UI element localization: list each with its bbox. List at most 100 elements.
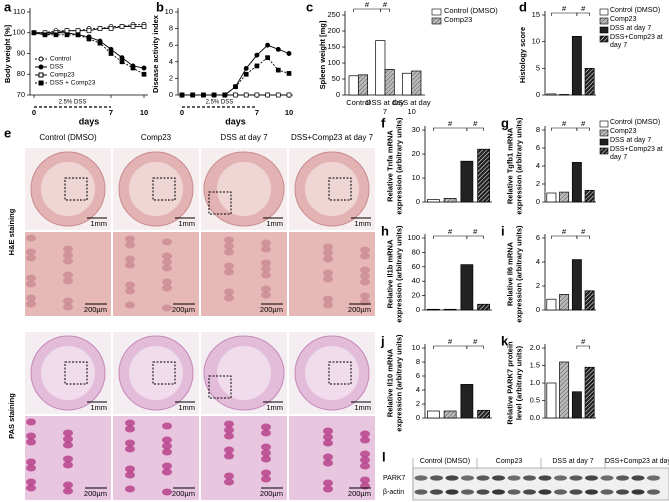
crypt (323, 249, 333, 257)
significance-bracket (551, 235, 578, 239)
crypt (125, 439, 135, 447)
crypt (224, 452, 234, 460)
bar (559, 361, 570, 419)
micrograph: 1mm (25, 148, 111, 230)
scale-label: 1mm (266, 403, 283, 412)
legend-marker (38, 80, 44, 86)
marker (130, 24, 136, 29)
scale-label: 200µm (348, 489, 371, 498)
bar (460, 160, 474, 203)
blot-frame (412, 467, 669, 501)
crypt (63, 481, 73, 489)
crypt (125, 445, 135, 453)
micrograph: 1mm (289, 332, 375, 414)
band (647, 489, 660, 495)
significance-label: # (365, 0, 370, 9)
band (631, 475, 645, 481)
crypt (261, 271, 271, 279)
marker (211, 92, 217, 98)
tissue-core (129, 162, 183, 216)
significance-label: # (473, 227, 478, 236)
y-axis-label: Body weight [%] (2, 24, 12, 83)
bar (546, 192, 557, 203)
crypt (26, 438, 36, 446)
bar (571, 35, 582, 96)
scale-label: 200µm (84, 305, 107, 314)
zoom-box (152, 361, 176, 385)
y-tick-label: 4 (536, 257, 540, 266)
significance-label: # (581, 337, 586, 346)
legend-label: Comp23 (50, 72, 75, 79)
bar (384, 69, 395, 96)
band (461, 489, 474, 495)
bar (477, 303, 491, 311)
marker (42, 32, 48, 38)
significance-label: # (562, 4, 567, 13)
crypt (26, 294, 36, 302)
significance-label: # (473, 337, 478, 346)
column-label: Comp23 (140, 133, 172, 142)
crypt (26, 300, 36, 308)
bar (443, 410, 457, 419)
crypt (162, 258, 172, 266)
y-tick-label: 200 (327, 26, 340, 35)
crypt (261, 291, 271, 299)
legend-label: Control (DMSO) (444, 6, 498, 15)
band (414, 489, 428, 495)
panel-letter: a (4, 0, 12, 14)
scale-label: 1mm (178, 219, 195, 228)
y-tick-label: 10 (532, 37, 540, 46)
significance-bracket (466, 235, 484, 239)
y-tick-label: 80 (412, 247, 420, 256)
marker (141, 24, 147, 29)
crypt (323, 459, 333, 467)
bar (348, 75, 359, 96)
x-axis-label: days (225, 116, 246, 126)
micrograph: 1mm (113, 148, 199, 230)
marker (275, 46, 281, 52)
marker (243, 65, 249, 71)
band (538, 475, 552, 481)
y-tick-label: 2 (536, 179, 540, 188)
crypt (360, 278, 370, 286)
crypt (63, 487, 73, 495)
legend-swatch (431, 8, 442, 16)
zoom-box (208, 191, 232, 215)
bar (460, 264, 474, 311)
bar (477, 148, 491, 203)
crypt (162, 448, 172, 456)
significance-bracket (551, 127, 578, 131)
micrograph: 200µm (113, 232, 199, 316)
significance-label: # (448, 227, 453, 236)
crypt (63, 245, 73, 253)
y-tick-label: 20 (412, 149, 420, 158)
marker (265, 55, 270, 61)
crypt (261, 455, 271, 463)
bar (411, 70, 422, 96)
crypt (224, 242, 234, 250)
y-tick-label: 1.5 (530, 360, 540, 369)
marker (108, 46, 114, 52)
crypt (125, 255, 135, 263)
significance-label: # (448, 119, 453, 128)
crypt (261, 239, 271, 247)
significance-bracket (466, 345, 484, 349)
y-tick-label: 10 (412, 173, 420, 182)
legend-label: Control (DMSO) (610, 7, 661, 14)
column-label: DSS+Comp23 at day 7 (290, 133, 374, 142)
bar (426, 308, 440, 311)
lane-group-label: Comp23 (495, 458, 523, 465)
marker (254, 92, 260, 98)
marker (233, 92, 238, 98)
x-tick-label: 7 (109, 108, 113, 117)
crypt (360, 456, 370, 464)
crypt (323, 453, 333, 461)
crypt (125, 241, 135, 249)
micrograph: 1mm (25, 332, 111, 414)
significance-label: # (581, 4, 586, 13)
y-tick-label: 0.5 (530, 395, 540, 404)
marker (75, 32, 81, 38)
panel-letter: e (4, 125, 11, 140)
crypt (125, 287, 135, 295)
crypt (26, 478, 36, 486)
